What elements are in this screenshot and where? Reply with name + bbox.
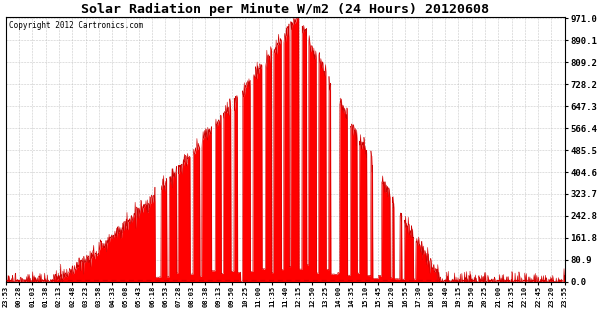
Title: Solar Radiation per Minute W/m2 (24 Hours) 20120608: Solar Radiation per Minute W/m2 (24 Hour… [81,3,489,16]
Text: Copyright 2012 Cartronics.com: Copyright 2012 Cartronics.com [8,21,143,30]
